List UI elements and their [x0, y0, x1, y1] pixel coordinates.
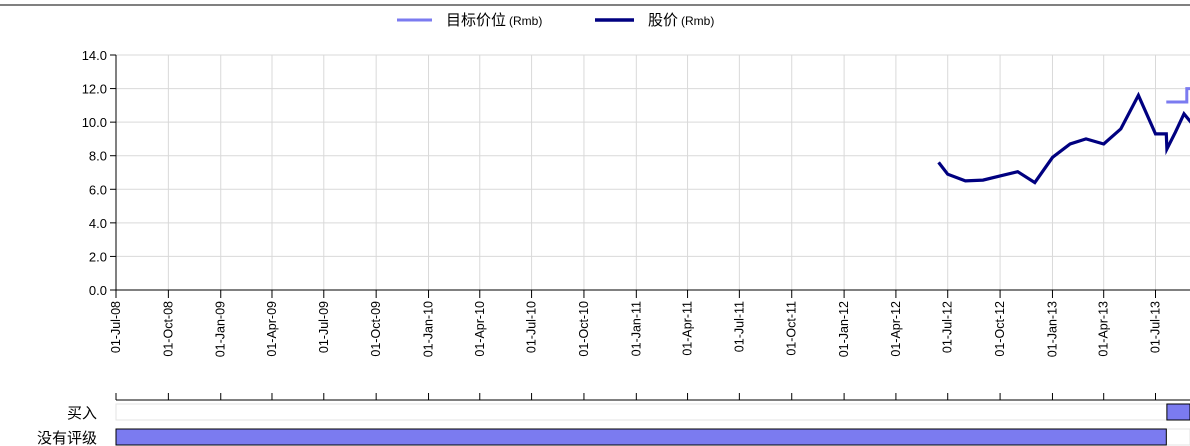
axes: [115, 55, 1190, 401]
legend-label-target-price: 目标价位 (Rmb): [446, 11, 542, 29]
rating-row-label: 没有评级: [37, 429, 97, 446]
y-tick-label: 12.0: [82, 82, 107, 97]
x-tick-label: 01-Oct-10: [577, 301, 591, 357]
y-axis-ticks: 0.0 2.0 4.0 6.0 8.0 10.0 12.0 14.0: [82, 48, 116, 298]
x-tick-label: 01-Oct-09: [369, 301, 383, 357]
x-tick-label: 01-Jan-13: [1045, 301, 1059, 357]
rating-period-bar: [115, 428, 1167, 446]
y-tick-label: 14.0: [82, 48, 107, 63]
rating-row-label: 买入: [67, 404, 97, 422]
x-tick-label: 01-Apr-12: [889, 301, 903, 357]
x-tick-label: 01-Oct-11: [785, 301, 799, 356]
y-tick-label: 2.0: [89, 249, 107, 264]
series-line-0: [1166, 87, 1190, 104]
x-tick-label: 01-Apr-09: [265, 301, 279, 357]
gridlines: [115, 54, 1190, 290]
x-tick-label: 01-Oct-08: [161, 301, 175, 357]
y-tick-label: 10.0: [82, 115, 107, 130]
legend: 目标价位 (Rmb) 股价 (Rmb): [397, 11, 714, 29]
legend-label-share-price: 股价 (Rmb): [648, 11, 714, 29]
x-tick-label: 01-Jul-11: [732, 301, 746, 352]
series-lines: [937, 87, 1190, 185]
x-tick-label: 01-Jan-10: [422, 301, 436, 357]
series-line-1: [937, 91, 1190, 185]
x-tick-label: 01-Jan-09: [214, 301, 228, 357]
y-tick-label: 6.0: [89, 182, 107, 197]
x-tick-label: 01-Apr-13: [1097, 301, 1111, 357]
x-axis-ticks: 01-Jul-08 01-Oct-08 01-Jan-09 01-Apr-09 01-J…: [109, 290, 1163, 400]
x-tick-label: 01-Apr-10: [473, 301, 487, 357]
y-tick-label: 0.0: [89, 283, 107, 298]
x-tick-label: 01-Jan-12: [837, 301, 851, 357]
rating-row-track: [115, 403, 1190, 421]
x-tick-label: 01-Jan-11: [629, 301, 643, 356]
x-tick-label: 01-Jul-12: [941, 301, 955, 353]
rating-period-bar: [1166, 403, 1190, 421]
x-tick-label: 01-Oct-12: [993, 301, 1007, 357]
y-tick-label: 8.0: [89, 149, 107, 164]
x-tick-label: 01-Jul-09: [317, 301, 331, 353]
x-tick-label: 01-Apr-11: [681, 301, 695, 356]
x-tick-label: 01-Jul-08: [109, 301, 123, 353]
y-tick-label: 4.0: [89, 216, 107, 231]
x-tick-label: 01-Jul-13: [1149, 301, 1163, 353]
x-tick-label: 01-Jul-10: [525, 301, 539, 353]
